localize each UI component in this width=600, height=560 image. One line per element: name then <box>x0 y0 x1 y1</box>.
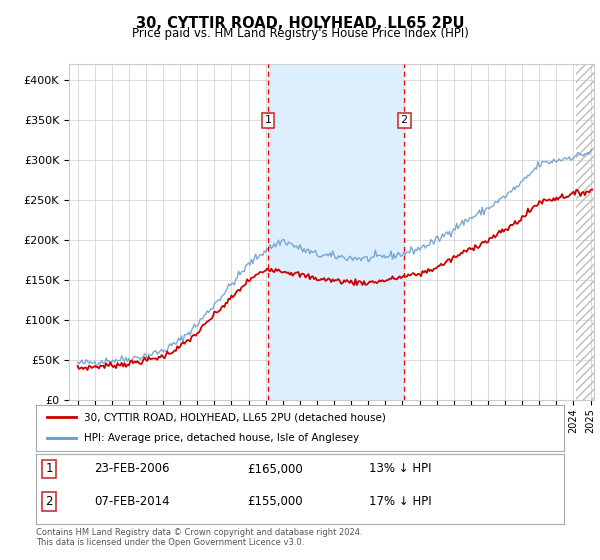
Bar <box>268 64 404 400</box>
Text: 1: 1 <box>265 115 272 125</box>
Text: HPI: Average price, detached house, Isle of Anglesey: HPI: Average price, detached house, Isle… <box>83 433 359 444</box>
Text: 07-FEB-2014: 07-FEB-2014 <box>94 494 170 508</box>
Text: 30, CYTTIR ROAD, HOLYHEAD, LL65 2PU: 30, CYTTIR ROAD, HOLYHEAD, LL65 2PU <box>136 16 464 31</box>
Text: Price paid vs. HM Land Registry's House Price Index (HPI): Price paid vs. HM Land Registry's House … <box>131 27 469 40</box>
Text: 1: 1 <box>46 463 53 475</box>
Text: 17% ↓ HPI: 17% ↓ HPI <box>368 494 431 508</box>
Text: 30, CYTTIR ROAD, HOLYHEAD, LL65 2PU (detached house): 30, CYTTIR ROAD, HOLYHEAD, LL65 2PU (det… <box>83 412 385 422</box>
Text: Contains HM Land Registry data © Crown copyright and database right 2024.
This d: Contains HM Land Registry data © Crown c… <box>36 528 362 547</box>
Bar <box>577 64 599 400</box>
Bar <box>577 64 599 400</box>
Text: 23-FEB-2006: 23-FEB-2006 <box>94 463 170 475</box>
Text: 2: 2 <box>46 494 53 508</box>
Text: £155,000: £155,000 <box>247 494 303 508</box>
Text: 13% ↓ HPI: 13% ↓ HPI <box>368 463 431 475</box>
Text: £165,000: £165,000 <box>247 463 303 475</box>
Text: 2: 2 <box>401 115 408 125</box>
